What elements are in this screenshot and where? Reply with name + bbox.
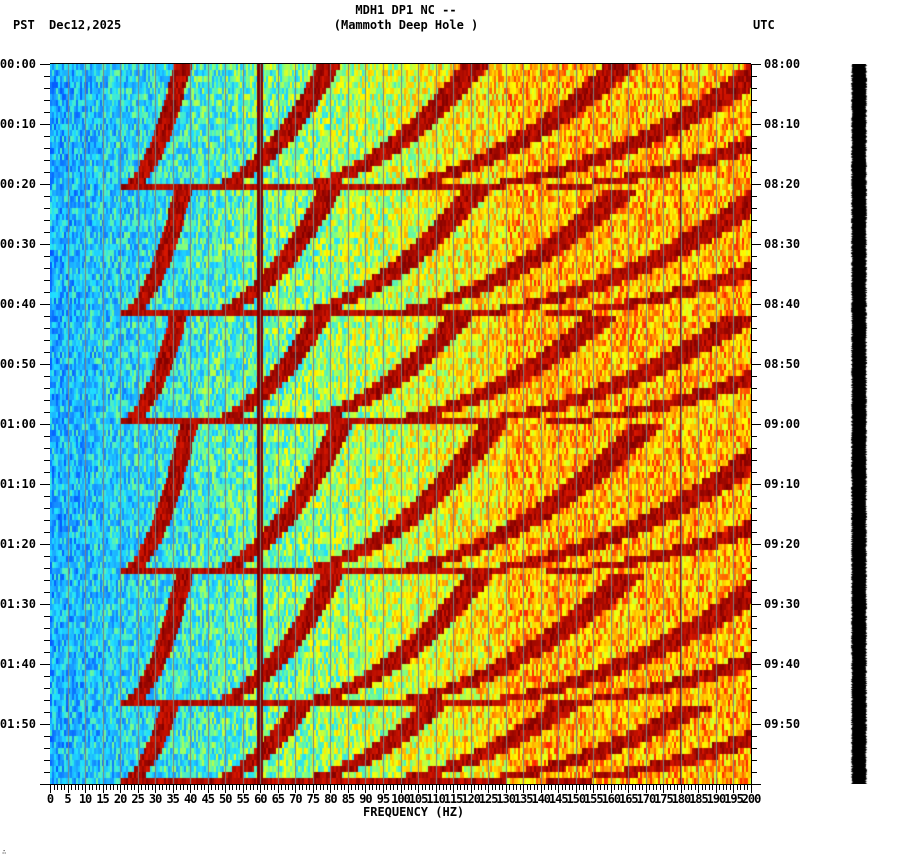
time-label-utc: 09:20 — [764, 537, 801, 551]
frequency-tick-label: 125 — [478, 792, 499, 806]
frequency-tick-label: 150 — [566, 792, 586, 806]
time-label-pst: 01:30 — [0, 597, 36, 611]
time-label-pst: 01:10 — [0, 477, 36, 491]
time-label-pst: 00:30 — [0, 237, 36, 251]
frequency-tick-label: 20 — [113, 792, 127, 806]
frequency-tick-label: 135 — [513, 792, 534, 806]
time-label-pst: 01:20 — [0, 537, 36, 551]
time-label-utc: 08:10 — [764, 117, 801, 131]
frequency-tick-label: 180 — [671, 792, 692, 806]
frequency-tick-label: 10 — [78, 792, 92, 806]
time-label-utc: 09:00 — [764, 417, 801, 431]
right-timezone-label: UTC — [753, 18, 775, 32]
frequency-tick-label: 140 — [531, 792, 551, 806]
time-label-utc: 08:20 — [764, 177, 801, 191]
station-title: MDH1 DP1 NC -- — [355, 3, 457, 17]
spectrogram-canvas — [50, 64, 751, 784]
frequency-tick-label: 50 — [219, 792, 232, 806]
frequency-tick-label: 160 — [601, 792, 621, 806]
frequency-tick-label: 130 — [496, 792, 516, 806]
frequency-tick-label: 60 — [254, 792, 267, 806]
left-timezone-label: PST — [13, 18, 35, 32]
frequency-tick-label: 0 — [46, 792, 54, 806]
time-label-utc: 08:40 — [764, 297, 801, 311]
frequency-tick-label: 5 — [64, 792, 71, 806]
time-label-utc: 09:30 — [764, 597, 801, 611]
time-label-utc: 08:30 — [764, 237, 801, 251]
time-label-utc: 08:00 — [764, 57, 801, 71]
frequency-tick-label: 155 — [583, 792, 604, 806]
frequency-tick-label: 90 — [359, 792, 372, 806]
date-label: Dec12,2025 — [49, 18, 122, 32]
time-label-pst: 00:50 — [0, 357, 36, 371]
time-label-pst: 01:00 — [0, 417, 36, 431]
time-label-utc: 09:50 — [764, 717, 801, 731]
frequency-tick-label: 105 — [408, 792, 429, 806]
time-label-utc: 09:40 — [764, 657, 801, 671]
frequency-tick-label: 75 — [306, 792, 320, 806]
time-label-pst: 00:40 — [0, 297, 36, 311]
frequency-tick-label: 40 — [183, 792, 197, 806]
frequency-tick-label: 15 — [96, 792, 109, 806]
frequency-tick-label: 100 — [391, 792, 411, 806]
frequency-tick-label: 110 — [426, 792, 446, 806]
frequency-tick-label: 195 — [724, 792, 744, 806]
time-label-pst: 00:00 — [0, 57, 36, 71]
frequency-tick-label: 95 — [376, 792, 390, 806]
time-label-pst: 00:10 — [0, 117, 36, 131]
time-label-utc: 08:50 — [764, 357, 801, 371]
frequency-tick-label: 55 — [236, 792, 250, 806]
frequency-tick-label: 70 — [289, 792, 302, 806]
station-name: (Mammoth Deep Hole ) — [333, 18, 479, 32]
frequency-tick-label: 120 — [461, 792, 481, 806]
frequency-tick-label: 190 — [706, 792, 727, 806]
frequency-tick-label: 80 — [324, 792, 337, 806]
frequency-tick-label: 85 — [341, 792, 355, 806]
frequency-tick-label: 45 — [201, 792, 214, 806]
seismogram-trace — [850, 64, 868, 784]
time-label-pst: 01:50 — [0, 717, 36, 731]
frequency-tick-label: 200 — [741, 792, 762, 806]
frequency-tick-label: 170 — [636, 792, 657, 806]
frequency-tick-label: 115 — [443, 792, 464, 806]
corner-mark: ∴ — [2, 848, 7, 856]
frequency-tick-label: 185 — [689, 792, 709, 806]
frequency-tick-label: 25 — [131, 792, 144, 806]
frequency-tick-label: 175 — [654, 792, 674, 806]
spectrogram-plot — [50, 64, 751, 784]
time-label-utc: 09:10 — [764, 477, 801, 491]
frequency-tick-label: 145 — [548, 792, 569, 806]
frequency-tick-label: 35 — [166, 792, 179, 806]
frequency-tick-label: 30 — [148, 792, 162, 806]
x-axis-title: FREQUENCY (HZ) — [363, 805, 465, 819]
frequency-tick-label: 165 — [618, 792, 639, 806]
frequency-tick-label: 65 — [271, 792, 285, 806]
time-label-pst: 01:40 — [0, 657, 36, 671]
time-label-pst: 00:20 — [0, 177, 36, 191]
